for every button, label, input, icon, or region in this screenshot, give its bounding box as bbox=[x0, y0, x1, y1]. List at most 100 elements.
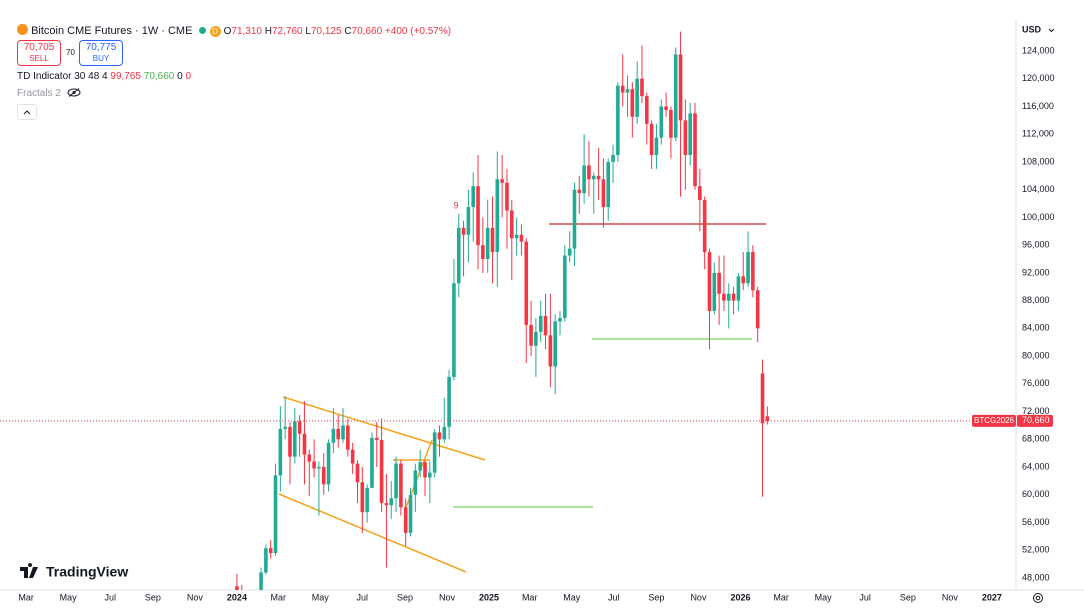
candle-body bbox=[582, 165, 586, 194]
candle-body bbox=[538, 315, 543, 332]
ohlc-label: O bbox=[223, 26, 232, 37]
candle-body bbox=[524, 241, 529, 325]
candle-body bbox=[283, 426, 287, 429]
x-tick-label: Nov bbox=[942, 592, 959, 602]
y-tick-label: 64,000 bbox=[1022, 461, 1050, 471]
candle-body bbox=[278, 428, 283, 476]
candle-body bbox=[235, 586, 239, 590]
ohlc-label: L bbox=[305, 26, 311, 37]
indicator-name: Fractals 2 bbox=[17, 88, 61, 99]
x-tick-label: May bbox=[60, 592, 78, 602]
candle-body bbox=[563, 255, 567, 318]
candle-body bbox=[577, 189, 582, 194]
eye-icon[interactable] bbox=[67, 88, 81, 97]
candle-body bbox=[456, 227, 461, 284]
candle-body bbox=[326, 442, 331, 485]
candle-body bbox=[379, 440, 384, 504]
x-tick-label: Sep bbox=[397, 592, 413, 602]
candle-body bbox=[293, 421, 297, 457]
x-tick-label: May bbox=[563, 592, 581, 602]
sell-button[interactable]: 70,705 SELL bbox=[17, 40, 61, 66]
candle-body bbox=[288, 426, 292, 457]
candle-body bbox=[307, 454, 312, 462]
ohlc-label: C bbox=[344, 26, 352, 37]
candle-body bbox=[673, 54, 678, 138]
ohlc-value: 70,125 bbox=[310, 26, 342, 37]
candle-body bbox=[370, 437, 374, 488]
candle-body bbox=[664, 106, 668, 110]
x-tick-label: Sep bbox=[900, 592, 916, 602]
sell-label: SELL bbox=[29, 54, 49, 63]
candle-body bbox=[640, 78, 644, 97]
candle-body bbox=[471, 186, 476, 208]
candle-body bbox=[659, 106, 664, 138]
dropdown-icon bbox=[1048, 28, 1055, 33]
ohlc-value: 72,760 bbox=[272, 26, 303, 37]
candle-body bbox=[654, 137, 659, 156]
candle-body bbox=[678, 54, 683, 121]
candle-body bbox=[447, 376, 451, 427]
y-tick-label: 56,000 bbox=[1022, 517, 1050, 527]
currency: USD bbox=[1022, 24, 1042, 34]
candle-body bbox=[452, 283, 456, 377]
candle-body bbox=[529, 324, 533, 346]
candle-body bbox=[423, 462, 427, 478]
y-tick-label: 96,000 bbox=[1022, 240, 1050, 250]
candle-body bbox=[350, 449, 355, 464]
candle-body bbox=[428, 472, 432, 478]
y-tick-label: 76,000 bbox=[1022, 378, 1050, 388]
candle-body bbox=[741, 276, 746, 284]
candle-body bbox=[341, 425, 345, 440]
change: +400 (+0.57%) bbox=[384, 26, 452, 37]
badge: D bbox=[209, 26, 221, 37]
x-tick-label: Nov bbox=[187, 592, 204, 602]
symbol-tag: BTCG2026 bbox=[974, 416, 1015, 425]
drawings bbox=[278, 223, 766, 573]
candle-body bbox=[336, 428, 341, 440]
candle-body bbox=[321, 467, 326, 485]
candle-body bbox=[461, 227, 466, 235]
candle-body bbox=[500, 179, 504, 183]
candle-body bbox=[726, 293, 731, 301]
fractals[interactable]: Fractals 2 bbox=[17, 88, 81, 99]
candle-body bbox=[625, 89, 630, 93]
candle-body bbox=[413, 470, 418, 495]
logo: TradingView bbox=[20, 563, 128, 580]
candle-body bbox=[548, 335, 553, 367]
td-indicator[interactable]: TD Indicator 30 48 4 99,765 70,660 0 0 bbox=[17, 71, 191, 82]
candle-body bbox=[601, 179, 606, 208]
y-tick-label: 92,000 bbox=[1022, 267, 1050, 277]
settings-icon[interactable] bbox=[1033, 593, 1043, 603]
candle-body bbox=[591, 175, 596, 180]
candle-body bbox=[751, 252, 755, 291]
candle-body bbox=[437, 432, 442, 440]
y-tick-label: 80,000 bbox=[1022, 350, 1050, 360]
candle-body bbox=[731, 293, 736, 301]
candle-body bbox=[408, 494, 413, 533]
candle-body bbox=[558, 317, 562, 322]
candle-body bbox=[481, 245, 485, 260]
x-tick-label: 2026 bbox=[730, 592, 750, 602]
x-tick-label: Jul bbox=[608, 592, 620, 602]
y-tick-label: 108,000 bbox=[1022, 156, 1055, 166]
candle-body bbox=[394, 463, 398, 499]
candle-body bbox=[399, 463, 403, 508]
x-tick-label: May bbox=[815, 592, 833, 602]
candle-body bbox=[736, 276, 741, 301]
candle-body bbox=[365, 487, 369, 513]
candle-body bbox=[567, 248, 572, 256]
candle-body bbox=[360, 482, 365, 513]
candle-body bbox=[760, 373, 765, 424]
buy-label: BUY bbox=[92, 54, 110, 63]
candle-body bbox=[264, 548, 268, 573]
buy-button[interactable]: 70,775 BUY bbox=[79, 40, 123, 66]
y-tick-label: 84,000 bbox=[1022, 323, 1050, 333]
candle-body bbox=[495, 179, 500, 253]
channel-upper bbox=[282, 396, 486, 461]
x-tick-label: Sep bbox=[145, 592, 161, 602]
ohlc-label: H bbox=[264, 26, 272, 37]
ohlc-value: 71,310 bbox=[231, 26, 262, 37]
candle-body bbox=[509, 210, 514, 239]
collapse-button[interactable] bbox=[17, 104, 37, 120]
symbol[interactable]: Bitcoin CME Futures · 1W · CME bbox=[31, 25, 193, 37]
